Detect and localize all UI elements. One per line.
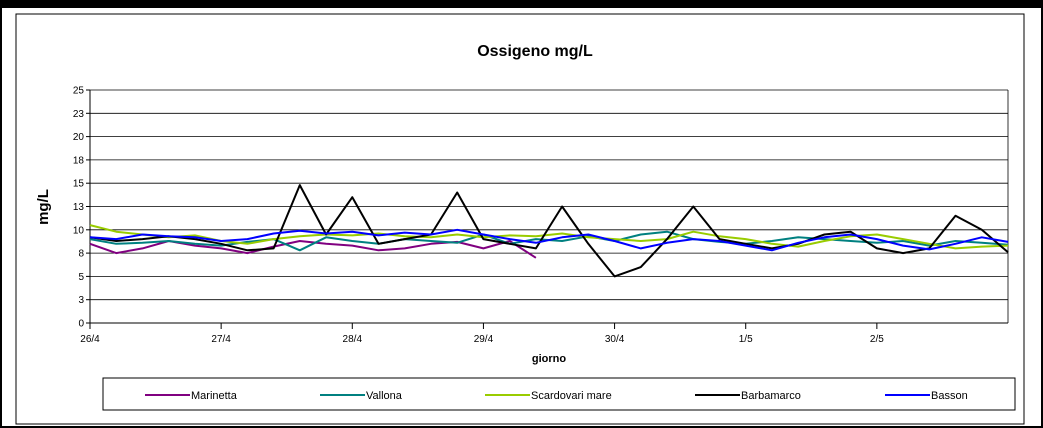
y-tick-label: 13 [73,202,85,213]
top-band [0,0,1043,8]
y-tick-label: 3 [78,295,84,306]
x-tick-label: 27/4 [211,334,231,345]
y-tick-label: 23 [73,109,85,120]
y-tick-label: 0 [78,319,84,330]
legend-label: Vallona [366,390,403,402]
y-tick-label: 5 [78,272,84,283]
x-tick-label: 1/5 [739,334,753,345]
legend-label: Marinetta [191,390,238,402]
legend-box [102,377,1016,411]
chart-area [15,13,1025,425]
y-tick-label: 25 [73,86,85,97]
y-tick-label: 20 [73,132,85,143]
legend-label: Barbamarco [741,390,801,402]
x-tick-label: 2/5 [870,334,884,345]
chart-title: Ossigeno mg/L [477,43,593,60]
x-tick-label: 30/4 [605,334,625,345]
y-tick-label: 15 [73,179,85,190]
x-tick-label: 26/4 [80,334,100,345]
x-axis-label: giorno [532,353,566,365]
legend-label: Basson [931,390,968,402]
legend-label: Scardovari mare [531,390,612,402]
x-tick-label: 29/4 [474,334,494,345]
x-tick-label: 28/4 [343,334,363,345]
series-line [89,228,1009,252]
y-tick-label: 10 [73,225,85,236]
y-axis-label: mg/L [35,189,52,225]
y-tick-label: 18 [73,155,85,166]
y-tick-label: 8 [78,249,84,260]
